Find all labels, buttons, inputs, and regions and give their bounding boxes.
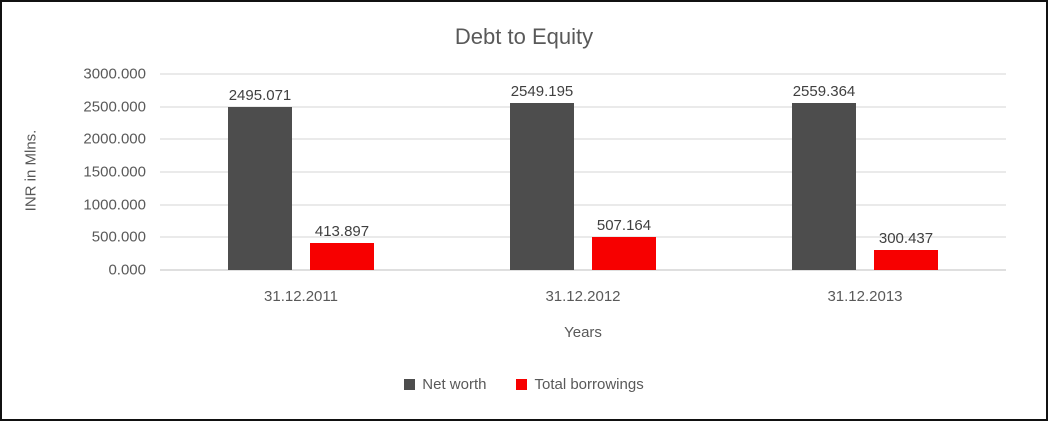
y-tick-label: 0.000: [108, 261, 146, 279]
bar-group: 2549.195 507.164: [442, 74, 724, 270]
bar-total-borrowings: [592, 236, 656, 270]
bar-wrap: 2549.195: [510, 74, 574, 270]
bar-wrap: 507.164: [592, 74, 656, 270]
y-tick-label: 2500.000: [83, 98, 146, 116]
bar-value-label: 507.164: [596, 216, 652, 234]
gridline: [160, 236, 1006, 238]
chart-legend: Net worth Total borrowings: [2, 376, 1046, 393]
y-tick-label: 3000.000: [83, 65, 146, 83]
bar-value-label: 2495.071: [228, 87, 292, 104]
x-category-label: 31.12.2013: [827, 288, 903, 305]
x-category-label: 31.12.2011: [264, 288, 338, 305]
bar-total-borrowings: [874, 250, 938, 270]
legend-item: Total borrowings: [516, 376, 644, 393]
bar-net-worth: [228, 107, 292, 270]
gridline: [160, 171, 1006, 173]
gridline: [160, 106, 1006, 108]
x-axis-line: [160, 269, 1006, 271]
bar-wrap: 300.437: [874, 74, 938, 270]
gridline: [160, 204, 1006, 206]
bar-value-label: 413.897: [314, 222, 370, 240]
y-tick-label: 1000.000: [83, 196, 146, 214]
y-axis-title: INR in Mlns.: [22, 129, 40, 212]
y-tick-label: 2000.000: [83, 130, 146, 148]
legend-item: Net worth: [404, 376, 486, 393]
chart-title: Debt to Equity: [454, 24, 594, 49]
gridline: [160, 73, 1006, 75]
y-tick-label: 500.000: [91, 228, 146, 246]
bar-net-worth: [510, 103, 574, 270]
bar-groups: 2495.071 413.897 2549.195 507.164 2559.364 30…: [160, 74, 1006, 270]
legend-label: Total borrowings: [534, 376, 644, 393]
bar-wrap: 2495.071: [228, 74, 292, 270]
legend-label: Net worth: [422, 376, 487, 393]
y-axis-tick-labels: 0.000 500.000 1000.000 1500.000 2000.000 2500…: [60, 66, 152, 279]
bar-group: 2559.364 300.437: [724, 74, 1006, 270]
legend-swatch-icon: [516, 379, 528, 390]
bar-net-worth: [792, 102, 856, 270]
plot-area: 2495.071 413.897 2549.195 507.164 2559.364 30…: [160, 73, 1006, 271]
gridline: [160, 138, 1006, 140]
bar-wrap: 2559.364: [792, 74, 856, 270]
bar-total-borrowings: [310, 242, 374, 270]
bar-value-label: 2549.195: [510, 83, 574, 101]
y-tick-label: 1500.000: [83, 163, 146, 181]
x-axis-category-labels: 31.12.2011 31.12.2012 31.12.2013: [160, 288, 1006, 305]
bar-wrap: 413.897: [310, 74, 374, 270]
bar-group: 2495.071 413.897: [160, 74, 442, 270]
x-category-label: 31.12.2012: [545, 288, 621, 305]
legend-swatch-icon: [404, 379, 416, 390]
bar-value-label: 300.437: [878, 230, 934, 248]
x-axis-title: Years: [564, 324, 602, 341]
bar-value-label: 2559.364: [792, 82, 856, 100]
